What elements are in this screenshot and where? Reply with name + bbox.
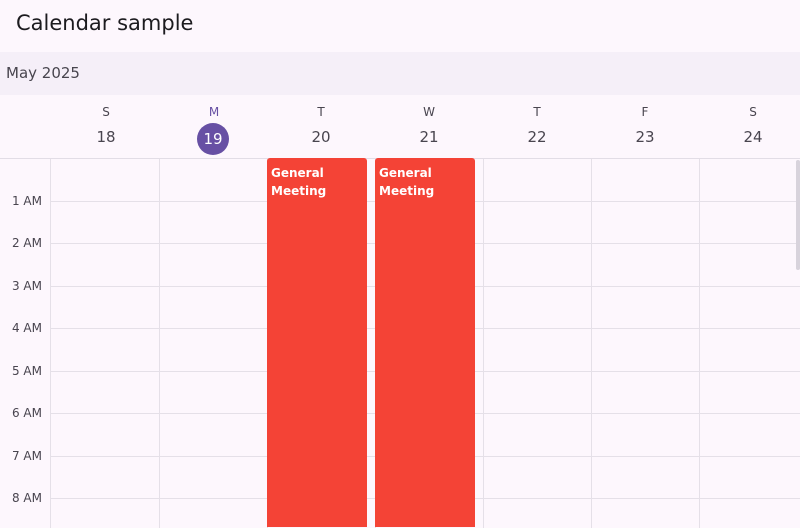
day-header-sun[interactable]: S 18	[52, 95, 160, 158]
day-letter: F	[641, 105, 649, 119]
month-label[interactable]: May 2025	[6, 64, 80, 82]
app-title: Calendar sample	[16, 11, 194, 35]
grid-column-line	[50, 159, 51, 528]
time-label: 1 AM	[11, 194, 42, 208]
day-letter: T	[533, 105, 541, 119]
event-title: General Meeting	[379, 166, 435, 198]
day-letter: T	[317, 105, 325, 119]
day-number: 20	[311, 128, 331, 146]
time-label: 2 AM	[11, 236, 42, 250]
day-letter: W	[423, 105, 435, 119]
grid-column-line	[699, 159, 700, 528]
day-number: 21	[419, 128, 439, 146]
day-header-tue[interactable]: T 20	[267, 95, 375, 158]
day-number: 23	[635, 128, 655, 146]
time-label: 5 AM	[11, 364, 42, 378]
day-header-mon[interactable]: M 19	[160, 95, 268, 158]
day-letter: M	[208, 105, 220, 119]
time-label: 8 AM	[11, 491, 42, 505]
grid-column-line	[159, 159, 160, 528]
today-indicator: 19	[197, 123, 229, 155]
time-label: 6 AM	[11, 406, 42, 420]
day-header-fri[interactable]: F 23	[591, 95, 699, 158]
vertical-scrollbar[interactable]	[796, 160, 800, 270]
event-title: General Meeting	[271, 166, 327, 198]
event-general-meeting-tue[interactable]: General Meeting	[267, 158, 367, 527]
day-number: 24	[743, 128, 763, 146]
day-number: 18	[96, 128, 116, 146]
day-letter: S	[749, 105, 757, 119]
grid-column-line	[591, 159, 592, 528]
day-number: 22	[527, 128, 547, 146]
time-label: 3 AM	[11, 279, 42, 293]
day-letter: S	[102, 105, 110, 119]
day-header-thu[interactable]: T 22	[483, 95, 591, 158]
month-header: May 2025	[0, 52, 800, 95]
day-header-wed[interactable]: W 21	[375, 95, 483, 158]
time-label: 7 AM	[11, 449, 42, 463]
day-header-sat[interactable]: S 24	[699, 95, 800, 158]
event-general-meeting-wed[interactable]: General Meeting	[375, 158, 475, 527]
grid-column-line	[483, 159, 484, 528]
time-label: 4 AM	[11, 321, 42, 335]
